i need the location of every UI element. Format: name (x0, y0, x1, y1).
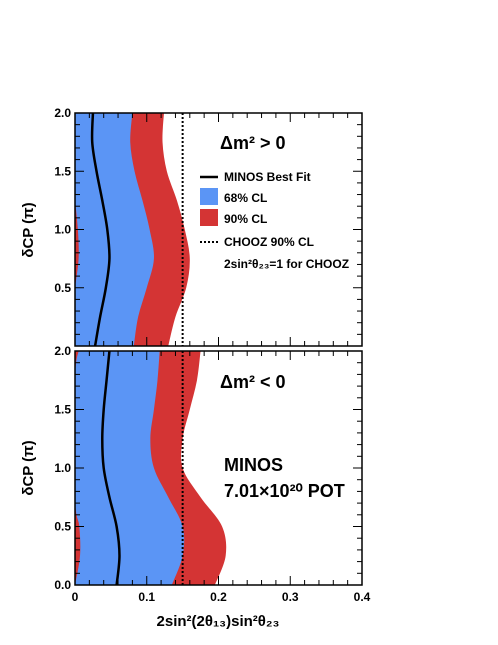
x-axis-label: 2sin²(2θ₁₃)sin²θ₂₃ (157, 613, 280, 630)
top-panel: 0.5 1.0 1.5 2.0 Δm² > 0 MINOS Best Fit 68% … (20, 106, 363, 347)
top-cl90-left-sliver (75, 200, 79, 288)
legend-cl90-swatch (200, 209, 218, 226)
x-tick-label: 0.3 (282, 590, 299, 604)
y-tick-label: 2.0 (54, 106, 71, 120)
y-tick-label: 0.0 (54, 578, 71, 592)
y-tick-label: 1.0 (54, 461, 71, 475)
minos-label: MINOS (224, 455, 283, 475)
legend-cl90-label: 90% CL (224, 212, 267, 226)
y-tick-label: 0.5 (54, 520, 71, 534)
bottom-annotation: Δm² < 0 (220, 372, 285, 392)
x-tick-label: 0.4 (354, 590, 371, 604)
x-tick-label: 0.1 (138, 590, 155, 604)
legend: MINOS Best Fit 68% CL 90% CL CHOOZ 90% C… (200, 170, 349, 271)
top-best-fit-line (90, 112, 111, 347)
bottom-plot-area (74, 350, 227, 586)
legend-chooz-note: 2sin²θ₂₃=1 for CHOOZ (224, 257, 349, 271)
top-cl68-band (75, 113, 154, 346)
bottom-panel: 0.0 0.5 1.0 1.5 2.0 0 0.1 0.2 0.3 0.4 Δm² < 0 MIN… (20, 344, 371, 630)
x-tick-label: 0.2 (210, 590, 227, 604)
y-tick-label: 1.5 (54, 164, 71, 178)
top-annotation: Δm² > 0 (220, 133, 285, 153)
y-tick-label: 1.5 (54, 403, 71, 417)
y-tick-label: 1.0 (54, 223, 71, 237)
top-ticks: 0.5 1.0 1.5 2.0 (54, 106, 363, 347)
y-tick-label: 2.0 (54, 344, 71, 358)
legend-best-fit-label: MINOS Best Fit (224, 170, 311, 184)
y-tick-label: 0.5 (54, 281, 71, 295)
x-tick-label: 0 (72, 590, 79, 604)
pot-label: 7.01×10²⁰ POT (224, 481, 345, 501)
bottom-best-fit-line (101, 350, 121, 586)
legend-chooz-label: CHOOZ 90% CL (224, 235, 314, 249)
top-ylabel: δCP (π) (20, 202, 37, 257)
legend-cl68-label: 68% CL (224, 191, 267, 205)
bottom-ylabel: δCP (π) (20, 440, 37, 495)
bottom-cl68-band (75, 351, 185, 585)
bottom-ticks: 0.0 0.5 1.0 1.5 2.0 0 0.1 0.2 0.3 0.4 (54, 344, 370, 604)
top-plot-area (75, 112, 190, 347)
legend-cl68-swatch (200, 188, 218, 205)
